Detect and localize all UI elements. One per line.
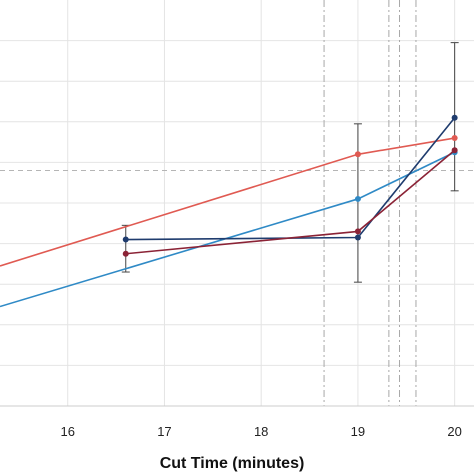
series-point-3-2 [451, 147, 458, 154]
axis-layer: 16 17 18 19 20 [0, 405, 474, 439]
x-tick-label-2: 18 [254, 424, 268, 439]
x-axis-title: Cut Time (minutes) [160, 455, 305, 472]
series-point-2-0 [122, 236, 129, 243]
series-point-1-1 [354, 195, 361, 202]
x-tick-label-1: 17 [157, 424, 171, 439]
x-tick-label-0: 16 [60, 424, 74, 439]
x-tick-label-3: 19 [351, 424, 365, 439]
series-point-2-2 [451, 114, 458, 121]
series-point-3-0 [122, 250, 129, 257]
series-layer [0, 114, 458, 308]
x-tick-label-4: 20 [447, 424, 461, 439]
series-point-0-2 [451, 135, 458, 142]
series-point-0-1 [354, 151, 361, 158]
series-line-2 [125, 117, 456, 241]
grid-layer [0, 0, 474, 406]
series-point-3-1 [354, 228, 361, 235]
series-point-2-1 [354, 234, 361, 241]
series-line-3 [125, 149, 456, 255]
